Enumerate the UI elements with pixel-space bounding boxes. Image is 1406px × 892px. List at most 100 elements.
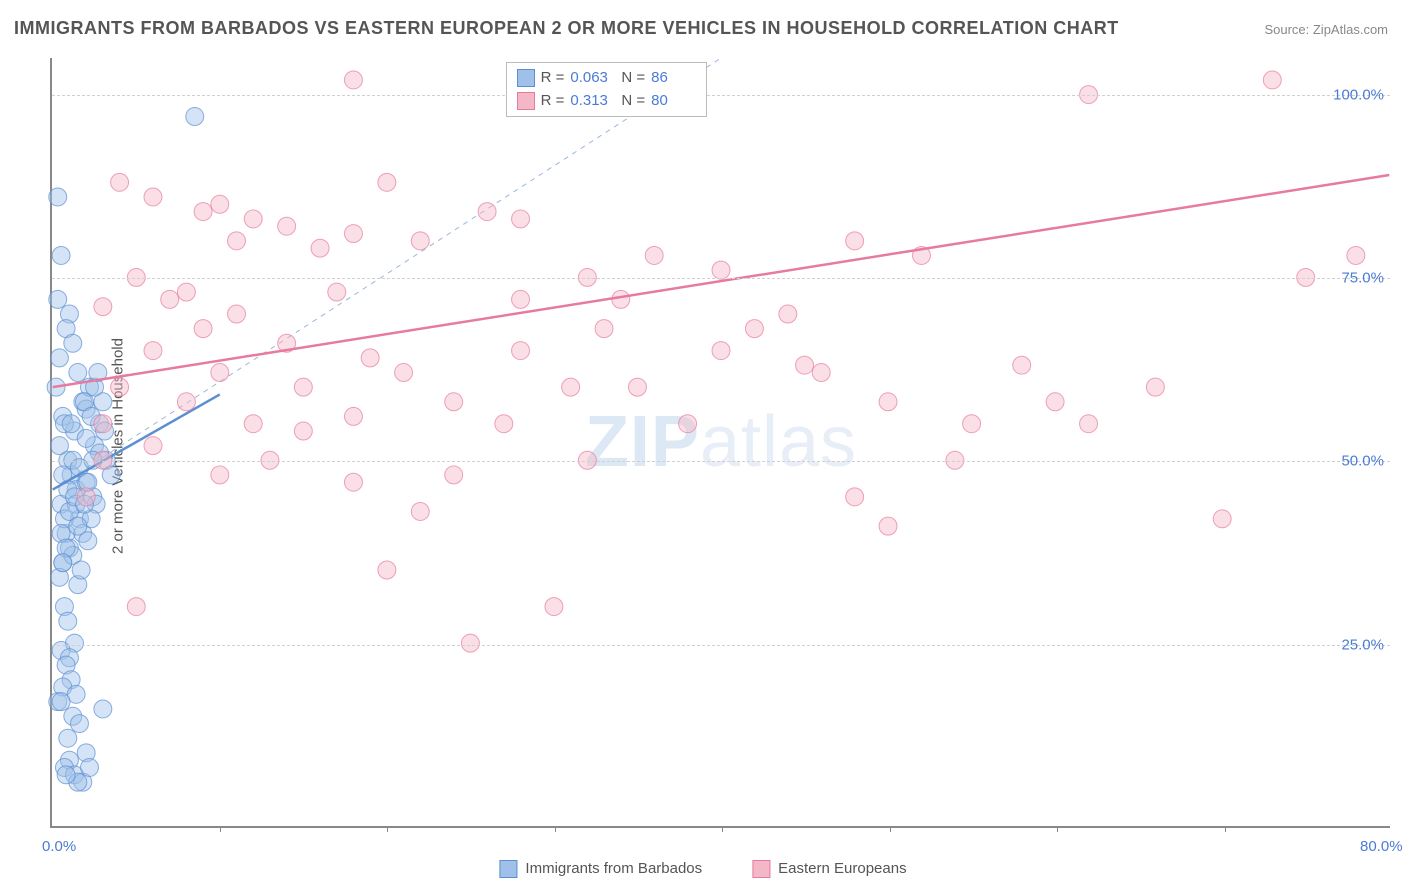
- legend-swatch: [517, 69, 535, 87]
- scatter-point: [796, 356, 814, 374]
- scatter-point: [445, 393, 463, 411]
- chart-title: IMMIGRANTS FROM BARBADOS VS EASTERN EURO…: [14, 18, 1119, 39]
- gridline: [52, 645, 1390, 646]
- scatter-point: [645, 247, 663, 265]
- stats-legend: R =0.063N =86R =0.313N =80: [506, 62, 708, 117]
- scatter-point: [49, 290, 67, 308]
- reference-line: [53, 58, 721, 490]
- scatter-point: [70, 715, 88, 733]
- gridline: [52, 95, 1390, 96]
- scatter-point: [111, 173, 129, 191]
- scatter-point: [344, 473, 362, 491]
- scatter-point: [411, 503, 429, 521]
- scatter-point: [1080, 415, 1098, 433]
- scatter-point: [1013, 356, 1031, 374]
- scatter-point: [50, 349, 68, 367]
- scatter-point: [194, 320, 212, 338]
- y-tick-label: 100.0%: [1333, 86, 1384, 103]
- scatter-point: [311, 239, 329, 257]
- scatter-point: [94, 700, 112, 718]
- scatter-point: [294, 378, 312, 396]
- scatter-point: [81, 759, 99, 777]
- scatter-point: [52, 693, 70, 711]
- scatter-point: [1146, 378, 1164, 396]
- scatter-point: [378, 173, 396, 191]
- scatter-point: [395, 364, 413, 382]
- scatter-point: [52, 247, 70, 265]
- scatter-point: [94, 415, 112, 433]
- scatter-point: [344, 225, 362, 243]
- scatter-point: [378, 561, 396, 579]
- n-label: N =: [621, 67, 645, 90]
- scatter-point: [328, 283, 346, 301]
- scatter-point: [144, 342, 162, 360]
- legend-label: Eastern Europeans: [778, 860, 906, 877]
- scatter-point: [411, 232, 429, 250]
- scatter-point: [361, 349, 379, 367]
- scatter-point: [57, 766, 75, 784]
- scatter-point: [62, 415, 80, 433]
- scatter-point: [344, 407, 362, 425]
- scatter-point: [294, 422, 312, 440]
- scatter-point: [1213, 510, 1231, 528]
- legend-label: Immigrants from Barbados: [525, 860, 702, 877]
- scatter-point: [963, 415, 981, 433]
- scatter-point: [261, 451, 279, 469]
- y-tick-label: 50.0%: [1341, 453, 1384, 470]
- legend-item: Eastern Europeans: [752, 860, 906, 878]
- scatter-point: [186, 108, 204, 126]
- scatter-point: [712, 261, 730, 279]
- scatter-point: [161, 290, 179, 308]
- scatter-point: [278, 217, 296, 235]
- scatter-point: [69, 517, 87, 535]
- scatter-point: [127, 598, 145, 616]
- scatter-point: [144, 437, 162, 455]
- scatter-point: [77, 488, 95, 506]
- scatter-point: [846, 488, 864, 506]
- gridline: [52, 461, 1390, 462]
- legend-swatch: [517, 92, 535, 110]
- chart-svg: [52, 58, 1390, 826]
- scatter-point: [445, 466, 463, 484]
- scatter-point: [879, 517, 897, 535]
- scatter-point: [211, 195, 229, 213]
- scatter-point: [194, 203, 212, 221]
- scatter-point: [745, 320, 763, 338]
- scatter-point: [59, 729, 77, 747]
- scatter-point: [595, 320, 613, 338]
- scatter-point: [1046, 393, 1064, 411]
- x-tick: [220, 826, 221, 832]
- y-tick-label: 25.0%: [1341, 636, 1384, 653]
- scatter-point: [578, 451, 596, 469]
- x-tick: [1225, 826, 1226, 832]
- scatter-point: [512, 210, 530, 228]
- legend-bottom: Immigrants from Barbados Eastern European…: [499, 860, 906, 878]
- n-label: N =: [621, 90, 645, 113]
- stats-row: R =0.313N =80: [517, 90, 697, 113]
- n-value: 80: [651, 90, 696, 113]
- scatter-point: [779, 305, 797, 323]
- gridline: [52, 278, 1390, 279]
- x-tick: [722, 826, 723, 832]
- x-tick: [890, 826, 891, 832]
- scatter-point: [50, 437, 68, 455]
- scatter-point: [495, 415, 513, 433]
- scatter-point: [946, 451, 964, 469]
- scatter-point: [177, 393, 195, 411]
- plot-area: ZIPatlas 25.0%50.0%75.0%100.0%: [50, 58, 1390, 828]
- scatter-point: [77, 429, 95, 447]
- y-tick-label: 75.0%: [1341, 270, 1384, 287]
- scatter-point: [545, 598, 563, 616]
- scatter-point: [478, 203, 496, 221]
- x-max-label: 80.0%: [1360, 838, 1403, 855]
- scatter-point: [562, 378, 580, 396]
- scatter-point: [94, 451, 112, 469]
- scatter-point: [211, 466, 229, 484]
- r-label: R =: [541, 90, 565, 113]
- scatter-point: [211, 364, 229, 382]
- scatter-point: [94, 298, 112, 316]
- scatter-point: [49, 188, 67, 206]
- scatter-point: [228, 305, 246, 323]
- r-label: R =: [541, 67, 565, 90]
- scatter-point: [144, 188, 162, 206]
